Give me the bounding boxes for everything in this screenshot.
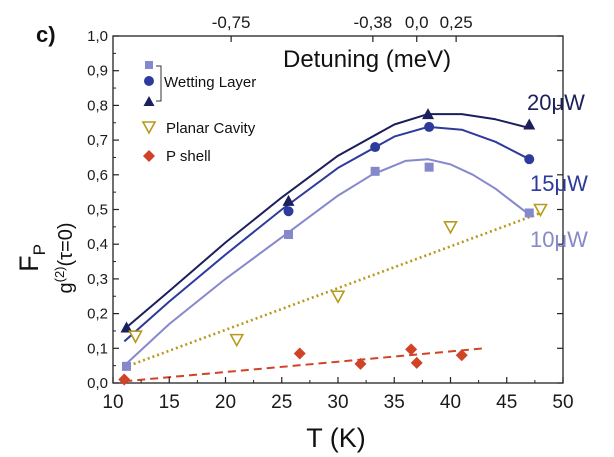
y-tick-label: 1,0	[87, 28, 108, 45]
data-point-diamond	[118, 373, 131, 386]
data-point-triangle-down	[229, 333, 245, 348]
data-point-triangle	[523, 118, 536, 130]
data-point-triangle-down	[128, 330, 143, 344]
y-axis-title-g2: g(2)(τ=0)	[52, 222, 77, 293]
power-label-10uw: 10μW	[530, 227, 588, 252]
data-point-square	[424, 162, 434, 172]
y-tick-label: 0,6	[87, 167, 108, 184]
fit-line	[123, 125, 530, 343]
x-tick-label: 20	[215, 392, 236, 413]
x-axis-title: T (K)	[306, 423, 366, 453]
fp-sub: P	[30, 244, 49, 255]
x-axis-title-text: T (K)	[306, 423, 366, 453]
legend-marker-planar-cavity	[141, 121, 157, 135]
legend-marker-15uw	[144, 76, 154, 86]
top-tick-label: 0,25	[440, 13, 473, 32]
data-point-triangle-down	[443, 221, 458, 235]
x-tick-label: 10	[102, 392, 123, 413]
y-tick-label: 0,2	[87, 306, 108, 323]
x-tick-label: 30	[327, 392, 348, 413]
y-axis-title-fp: FP	[14, 244, 49, 272]
data-point-diamond	[293, 347, 306, 360]
g2-sup: (2)	[52, 267, 67, 283]
legend-label-wetting-layer: Wetting Layer	[164, 74, 256, 91]
fit-line	[123, 211, 541, 369]
fit-line	[123, 158, 530, 367]
x-tick-label: 40	[440, 392, 461, 413]
legend-marker-p-shell	[143, 150, 155, 162]
legend-label-p-shell: P shell	[166, 148, 211, 165]
data-point-circle	[283, 206, 294, 217]
power-label-20uw: 20μW	[527, 90, 585, 115]
legend-label-planar-cavity: Planar Cavity	[166, 120, 256, 137]
y-tick-label: 0,4	[87, 236, 108, 253]
data-point-triangle	[422, 108, 434, 120]
legend: Wetting Layer Planar Cavity P shell	[141, 61, 256, 165]
data-point-diamond	[410, 356, 423, 369]
data-point-diamond	[455, 349, 468, 362]
data-point-square	[122, 361, 131, 371]
data-point-diamond	[354, 357, 367, 370]
legend-marker-10uw	[145, 61, 153, 69]
top-tick-label: -0,38	[354, 13, 393, 32]
power-label-15uw: 15μW	[530, 171, 588, 196]
fp-main: F	[14, 255, 44, 272]
data-point-square	[370, 166, 380, 176]
y-tick-label: 0,7	[87, 132, 108, 149]
y-tick-label: 0,3	[87, 271, 108, 288]
data-point-circle	[524, 154, 535, 165]
y-tick-label: 0,8	[87, 97, 108, 114]
panel-label: c)	[36, 22, 56, 47]
fit-line	[124, 347, 485, 383]
top-tick-label: -0,75	[212, 13, 251, 32]
x-tick-label: 15	[159, 392, 180, 413]
g2-main: g	[55, 282, 77, 293]
top-tick-label: 0,0	[405, 13, 429, 32]
data-point-diamond	[405, 343, 418, 356]
y-tick-label: 0,0	[87, 375, 108, 392]
data-point-circle	[370, 142, 381, 153]
data-point-square	[284, 229, 293, 239]
y-tick-label: 0,9	[87, 63, 108, 80]
data-point-triangle-down	[330, 290, 346, 304]
top-axis-title: Detuning (meV)	[283, 46, 451, 73]
data-point-circle	[424, 121, 435, 132]
x-tick-label: 50	[552, 392, 573, 413]
y-tick-label: 0,1	[87, 340, 108, 357]
g2-arg: (τ=0)	[55, 222, 77, 266]
y-tick-label: 0,5	[87, 202, 108, 219]
x-tick-label: 45	[496, 392, 517, 413]
legend-bracket	[156, 65, 162, 102]
data-point-triangle	[282, 194, 295, 206]
data-point-square	[524, 208, 534, 218]
x-tick-label: 35	[384, 392, 405, 413]
data-point-triangle	[120, 321, 133, 333]
data-point-triangle-down	[533, 203, 548, 218]
fit-line	[123, 113, 530, 330]
x-tick-label: 25	[271, 392, 292, 413]
legend-marker-20uw	[143, 96, 155, 106]
